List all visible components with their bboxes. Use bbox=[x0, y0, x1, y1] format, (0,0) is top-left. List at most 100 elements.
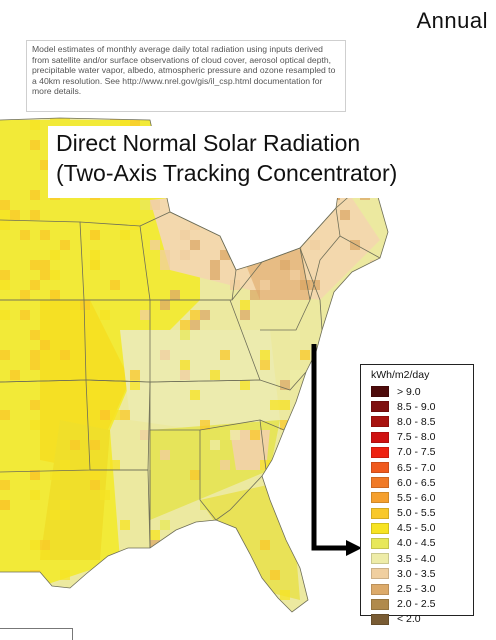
legend-swatch bbox=[371, 416, 389, 428]
raster-cell bbox=[40, 300, 50, 310]
raster-cell bbox=[280, 590, 290, 600]
raster-cell bbox=[100, 410, 110, 420]
raster-cell bbox=[380, 330, 388, 340]
raster-cell bbox=[350, 580, 360, 590]
raster-cell bbox=[190, 310, 200, 320]
raster-cell bbox=[40, 550, 50, 560]
legend-label: 4.5 - 5.0 bbox=[397, 522, 436, 535]
raster-cell bbox=[240, 230, 250, 240]
raster-cell bbox=[150, 200, 160, 210]
legend-swatch bbox=[371, 492, 389, 504]
raster-cell bbox=[90, 470, 100, 480]
raster-cell bbox=[0, 410, 10, 420]
raster-cell bbox=[280, 490, 290, 500]
raster-cell bbox=[340, 210, 350, 220]
raster-cell bbox=[120, 410, 130, 420]
raster-cell bbox=[190, 560, 200, 570]
legend-swatch bbox=[371, 462, 389, 474]
raster-cell bbox=[180, 370, 190, 380]
raster-cell bbox=[210, 440, 220, 450]
raster-cell bbox=[40, 160, 50, 170]
raster-cell bbox=[290, 270, 300, 280]
raster-cell bbox=[240, 380, 250, 390]
raster-cell bbox=[0, 500, 10, 510]
raster-cell bbox=[180, 590, 190, 600]
raster-cell bbox=[390, 330, 400, 340]
raster-cell bbox=[50, 270, 60, 280]
raster-cell bbox=[60, 570, 70, 580]
raster-cell bbox=[280, 490, 290, 500]
legend-swatch bbox=[371, 583, 389, 595]
raster-cell bbox=[230, 280, 240, 290]
legend-item: 3.0 - 3.5 bbox=[371, 566, 473, 581]
raster-cell bbox=[30, 470, 40, 480]
raster-cell bbox=[20, 230, 30, 240]
legend-item: 8.5 - 9.0 bbox=[371, 399, 473, 414]
raster-cell bbox=[350, 280, 360, 290]
raster-cell bbox=[330, 510, 340, 520]
raster-cell bbox=[210, 370, 220, 380]
raster-cell bbox=[310, 560, 320, 570]
raster-cell bbox=[270, 400, 280, 410]
raster-cell bbox=[300, 500, 310, 510]
raster-cell bbox=[180, 540, 190, 550]
legend-item: 8.0 - 8.5 bbox=[371, 414, 473, 429]
legend-item: 5.0 - 5.5 bbox=[371, 506, 473, 521]
raster-cell bbox=[160, 250, 170, 260]
raster-cell bbox=[260, 280, 270, 290]
raster-cell bbox=[340, 430, 350, 440]
raster-cell bbox=[390, 340, 400, 350]
raster-cell bbox=[230, 430, 240, 440]
raster-cell bbox=[180, 330, 190, 340]
raster-cell bbox=[70, 310, 80, 320]
raster-cell bbox=[50, 250, 60, 260]
description-box: Model estimates of monthly average daily… bbox=[26, 40, 346, 112]
legend-swatch bbox=[371, 431, 389, 443]
raster-cell bbox=[30, 350, 40, 360]
raster-cell bbox=[130, 120, 140, 130]
raster-cell bbox=[30, 420, 40, 430]
raster-cell bbox=[0, 210, 10, 220]
raster-cell bbox=[300, 350, 310, 360]
raster-cell bbox=[190, 390, 200, 400]
raster-cell bbox=[370, 260, 380, 270]
legend-unit: kWh/m2/day bbox=[371, 369, 430, 381]
raster-cell bbox=[220, 200, 230, 210]
raster-cell bbox=[210, 260, 220, 270]
raster-cell bbox=[260, 250, 270, 260]
raster-cell bbox=[310, 240, 320, 250]
raster-cell bbox=[220, 560, 230, 570]
raster-cell bbox=[60, 460, 70, 470]
legend-label: < 2.0 bbox=[397, 613, 421, 626]
raster-cell bbox=[90, 260, 100, 270]
raster-cell bbox=[240, 310, 250, 320]
legend-swatch bbox=[371, 386, 389, 398]
legend-label: 7.5 - 8.0 bbox=[397, 431, 436, 444]
legend-label: 5.0 - 5.5 bbox=[397, 507, 436, 520]
raster-cell bbox=[60, 118, 70, 120]
raster-cell bbox=[370, 118, 380, 120]
legend-item: 5.5 - 6.0 bbox=[371, 490, 473, 505]
raster-cell bbox=[180, 320, 190, 330]
raster-cell bbox=[50, 470, 60, 480]
legend-label: 6.5 - 7.0 bbox=[397, 461, 436, 474]
legend-label: 6.0 - 6.5 bbox=[397, 476, 436, 489]
raster-cell bbox=[110, 410, 120, 420]
raster-cell bbox=[190, 320, 200, 330]
raster-cell bbox=[340, 330, 350, 340]
raster-cell bbox=[300, 400, 310, 410]
title-line-1: Direct Normal Solar Radiation bbox=[56, 130, 361, 156]
raster-cell bbox=[90, 250, 100, 260]
raster-cell bbox=[90, 480, 100, 490]
legend-swatch bbox=[371, 613, 389, 625]
raster-cell bbox=[0, 220, 10, 230]
legend-label: 2.5 - 3.0 bbox=[397, 583, 436, 596]
legend: kWh/m2/day > 9.0 8.5 - 9.0 8.0 - 8.5 7.5 - … bbox=[360, 364, 474, 625]
raster-cell bbox=[270, 470, 280, 480]
raster-cell bbox=[30, 120, 40, 130]
raster-cell bbox=[190, 240, 200, 250]
raster-cell bbox=[200, 500, 210, 510]
raster-cell bbox=[70, 440, 80, 450]
legend-label: 8.5 - 9.0 bbox=[397, 400, 436, 413]
raster-cell bbox=[160, 300, 170, 310]
